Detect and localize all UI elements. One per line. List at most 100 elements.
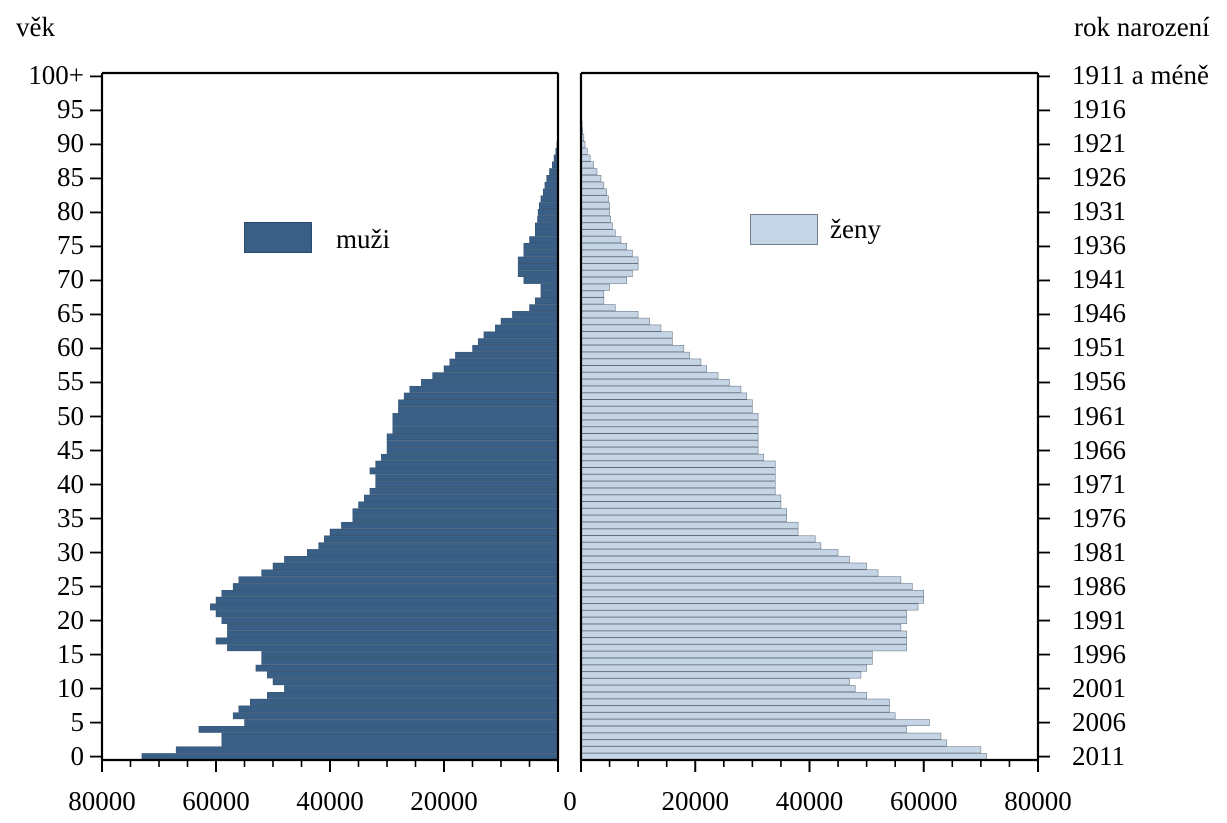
age-tick-label: 80 [57, 196, 84, 227]
bar-male-age-71 [517, 270, 559, 278]
bar-female-age-35 [580, 515, 787, 522]
bar-male-age-76 [529, 236, 559, 244]
age-tick-label: 50 [57, 400, 84, 431]
bar-male-age-55 [421, 379, 559, 386]
bar-male-age-84 [544, 181, 559, 189]
bar-male-age-63 [495, 324, 559, 332]
age-tick-label: 100+ [28, 60, 84, 91]
bar-male-age-50 [392, 413, 559, 420]
bar-male-age-18 [227, 630, 559, 638]
bar-male-age-23 [215, 596, 559, 604]
bar-female-age-29 [580, 555, 850, 563]
bar-male-age-42 [369, 467, 559, 475]
birth-year-tick-label: 1931 [1072, 196, 1126, 227]
bar-female-age-25 [580, 583, 913, 590]
bar-female-age-65 [580, 311, 639, 318]
bar-male-age-56 [432, 372, 559, 380]
birth-year-tick-label: 1976 [1072, 502, 1126, 533]
bar-male-age-64 [500, 317, 559, 325]
bar-male-age-1 [175, 746, 559, 754]
bar-female-age-81 [580, 202, 610, 210]
birth-year-tick-label: 1916 [1072, 94, 1126, 125]
bar-male-age-75 [523, 243, 559, 250]
bar-female-age-82 [580, 195, 609, 203]
age-tick-label: 30 [57, 536, 84, 567]
left-axis-title: věk [16, 12, 55, 42]
bar-female-age-9 [580, 691, 867, 699]
birth-year-tick-label: 1926 [1072, 162, 1126, 193]
bar-female-age-36 [580, 508, 787, 516]
bar-male-age-73 [517, 256, 559, 264]
bar-male-age-72 [517, 263, 559, 271]
bar-male-age-27 [261, 569, 559, 577]
legend-male-swatch [244, 222, 312, 253]
bar-female-age-87 [580, 161, 594, 169]
bar-male-age-3 [221, 732, 559, 740]
bar-female-age-66 [580, 304, 616, 312]
bar-female-age-57 [580, 365, 707, 373]
bar-female-age-14 [580, 657, 873, 665]
bar-male-age-66 [529, 304, 559, 312]
bar-male-age-67 [535, 297, 559, 305]
age-tick-label: 55 [57, 366, 84, 397]
x-tick-label-right: 80000 [1004, 786, 1072, 816]
bar-female-age-50 [580, 413, 759, 420]
bar-male-age-32 [324, 535, 559, 543]
bar-male-age-29 [284, 555, 559, 563]
bar-female-age-51 [580, 406, 753, 414]
birth-year-tick-label: 1966 [1072, 434, 1126, 465]
bar-male-age-39 [369, 487, 559, 495]
bar-female-age-27 [580, 569, 879, 577]
bar-female-age-44 [580, 453, 765, 461]
x-tick-label-right: 20000 [661, 786, 730, 816]
bar-female-age-21 [580, 610, 907, 618]
bar-female-age-80 [580, 209, 610, 216]
female-bars [580, 73, 987, 761]
bar-female-age-38 [580, 494, 782, 502]
x-tick-label-left: 20000 [410, 786, 478, 816]
bar-female-age-3 [580, 732, 942, 740]
right-axis-title: rok narození [1074, 12, 1210, 42]
bar-male-age-11 [272, 678, 559, 686]
bar-male-age-21 [215, 610, 559, 618]
bar-female-age-76 [580, 236, 622, 244]
x-tick-label-right: 0 [563, 786, 577, 816]
bar-female-age-73 [580, 256, 639, 264]
age-tick-label: 45 [57, 434, 84, 465]
bar-female-age-13 [580, 664, 867, 672]
bar-female-age-74 [580, 249, 633, 257]
bar-male-age-35 [352, 515, 559, 522]
bar-female-age-34 [580, 521, 799, 529]
bar-male-age-61 [478, 338, 559, 346]
bar-male-age-58 [449, 358, 559, 366]
bar-female-age-79 [580, 215, 611, 223]
bar-female-age-67 [580, 297, 605, 305]
bar-male-age-77 [535, 229, 559, 237]
bar-male-age-57 [443, 365, 559, 373]
bar-male-age-24 [221, 590, 559, 597]
bar-male-age-0 [141, 753, 559, 760]
bar-female-age-24 [580, 589, 924, 597]
age-tick-label: 35 [57, 502, 84, 533]
birth-year-tick-label: 1956 [1072, 366, 1126, 397]
bar-female-age-55 [580, 379, 730, 386]
bar-male-age-28 [272, 562, 559, 570]
bar-female-age-33 [580, 528, 799, 536]
bar-male-age-41 [375, 474, 559, 482]
birth-year-tick-label: 1951 [1072, 332, 1126, 363]
bar-female-age-53 [580, 392, 747, 400]
birth-year-tick-label: 1946 [1072, 298, 1126, 329]
bar-male-age-4 [198, 726, 559, 733]
age-tick-label: 60 [57, 332, 84, 363]
birth-year-tick-label: 1971 [1072, 468, 1126, 499]
bar-female-age-20 [580, 617, 907, 624]
bar-male-age-9 [267, 692, 559, 699]
bar-female-age-8 [580, 698, 890, 706]
bar-female-age-61 [580, 338, 673, 346]
bar-male-age-60 [472, 345, 559, 352]
age-tick-label: 90 [57, 128, 84, 159]
birth-year-tick-label: 1921 [1072, 128, 1126, 159]
bar-male-age-12 [267, 671, 559, 679]
bar-male-age-45 [386, 447, 559, 454]
age-tick-label: 85 [57, 162, 84, 193]
